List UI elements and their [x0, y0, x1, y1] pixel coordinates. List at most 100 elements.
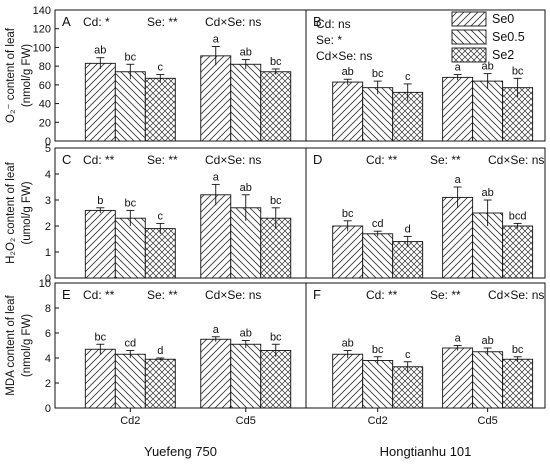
- y-tick-label: 0: [45, 273, 51, 285]
- legend-entry: Se0.5: [492, 30, 525, 44]
- y-tick-label: 2: [45, 378, 51, 390]
- significance-letter: bc: [270, 56, 282, 68]
- significance-text: Se: **: [430, 153, 461, 167]
- y-axis-title-1: H₂O₂ content of leaf: [5, 161, 17, 263]
- significance-letter: a: [455, 174, 462, 186]
- legend-entry: Se0: [492, 12, 514, 26]
- significance-text: Cd: ns: [316, 17, 351, 31]
- bar: [144, 358, 176, 409]
- significance-letter: d: [157, 345, 163, 357]
- legend-swatch: [451, 29, 487, 45]
- significance-text: Cd×Se: ns: [205, 15, 261, 29]
- significance-letter: c: [158, 62, 164, 74]
- significance-text: Se: *: [316, 33, 342, 47]
- bar: [200, 194, 232, 279]
- cultivar-label: Hongtianhu 101: [380, 444, 472, 459]
- significance-letter: ab: [240, 182, 252, 194]
- significance-letter: ab: [482, 335, 494, 347]
- significance-text: Cd×Se: ns: [205, 153, 261, 167]
- significance-text: Cd×Se: ns: [205, 288, 261, 302]
- y-axis-unit-2: (nmol/g FW): [21, 314, 33, 377]
- significance-letter: bc: [124, 51, 136, 63]
- legend-entry: Se2: [492, 48, 514, 62]
- bar: [392, 241, 424, 279]
- significance-letter: ab: [342, 338, 354, 350]
- y-axis-unit-0: (nmol/g FW): [21, 44, 33, 107]
- significance-letter: bc: [512, 344, 524, 356]
- significance-letter: bc: [342, 208, 354, 220]
- bar: [442, 196, 474, 279]
- significance-letter: ab: [342, 66, 354, 78]
- y-axis-title-2: MDA content of leaf: [5, 295, 17, 396]
- significance-letter: bc: [270, 331, 282, 343]
- significance-letter: a: [213, 33, 220, 45]
- significance-letter: a: [213, 324, 220, 336]
- significance-letter: ab: [240, 47, 252, 59]
- significance-letter: a: [455, 333, 462, 345]
- significance-text: Se: **: [147, 288, 178, 302]
- significance-letter: bc: [124, 197, 136, 209]
- bar: [472, 351, 504, 409]
- y-tick-label: 10: [39, 278, 51, 290]
- significance-letter: bc: [512, 65, 524, 77]
- x-tick-label: Cd5: [478, 415, 498, 427]
- significance-letter: c: [405, 71, 411, 83]
- y-axis-title-0: O₂⁻ content of leaf: [5, 27, 17, 123]
- panel-label-F: F: [313, 287, 321, 302]
- bar: [472, 80, 504, 142]
- y-tick-label: 5: [45, 143, 51, 155]
- y-tick-label: 4: [45, 169, 51, 181]
- significance-letter: ab: [94, 45, 106, 57]
- significance-letter: d: [405, 223, 411, 235]
- y-tick-label: 60: [39, 80, 51, 92]
- y-tick-label: 4: [45, 353, 51, 365]
- bar: [362, 87, 394, 142]
- bar: [502, 225, 534, 279]
- cultivar-label: Yuefeng 750: [144, 444, 217, 459]
- y-tick-label: 120: [33, 24, 51, 36]
- y-tick-label: 6: [45, 328, 51, 340]
- bar: [442, 347, 474, 409]
- panel-label-B: B: [313, 14, 322, 29]
- legend-swatch: [451, 11, 487, 27]
- y-tick-label: 0: [45, 403, 51, 415]
- panel-label-E: E: [62, 287, 71, 302]
- y-tick-label: 1: [45, 247, 51, 259]
- panel-label-A: A: [62, 14, 71, 29]
- significance-text: Se: **: [147, 15, 178, 29]
- x-tick-label: Cd2: [120, 415, 140, 427]
- panel-frame-F: [305, 282, 546, 409]
- y-tick-label: 2: [45, 221, 51, 233]
- panel-frame-D: [305, 147, 546, 279]
- significance-letter: bc: [94, 331, 106, 343]
- bar: [332, 225, 364, 279]
- bar: [230, 63, 262, 142]
- y-tick-label: 0: [45, 136, 51, 148]
- bar: [84, 209, 116, 279]
- chart-root: O₂⁻ content of leaf (nmol/g FW)0204060801…: [5, 5, 546, 459]
- bar: [230, 343, 262, 409]
- bar: [260, 71, 292, 142]
- significance-text: Se: **: [430, 288, 461, 302]
- significance-letter: ab: [240, 328, 252, 340]
- bar: [260, 350, 292, 409]
- x-tick-label: Cd2: [368, 415, 388, 427]
- bar: [114, 217, 146, 279]
- y-tick-label: 80: [39, 61, 51, 73]
- significance-letter: bc: [270, 195, 282, 207]
- significance-text: Cd: **: [83, 288, 115, 302]
- bar: [114, 71, 146, 142]
- significance-letter: ab: [482, 61, 494, 73]
- bar: [84, 348, 116, 409]
- y-tick-label: 140: [33, 5, 51, 17]
- bar: [144, 228, 176, 279]
- significance-text: Cd: *: [83, 15, 110, 29]
- y-axis-unit-1: (umol/g FW): [21, 181, 33, 244]
- significance-letter: ab: [482, 187, 494, 199]
- panel-label-C: C: [62, 152, 71, 167]
- significance-letter: c: [158, 210, 164, 222]
- bar: [362, 360, 394, 409]
- y-tick-label: 3: [45, 195, 51, 207]
- significance-text: Cd×Se: ns: [488, 288, 544, 302]
